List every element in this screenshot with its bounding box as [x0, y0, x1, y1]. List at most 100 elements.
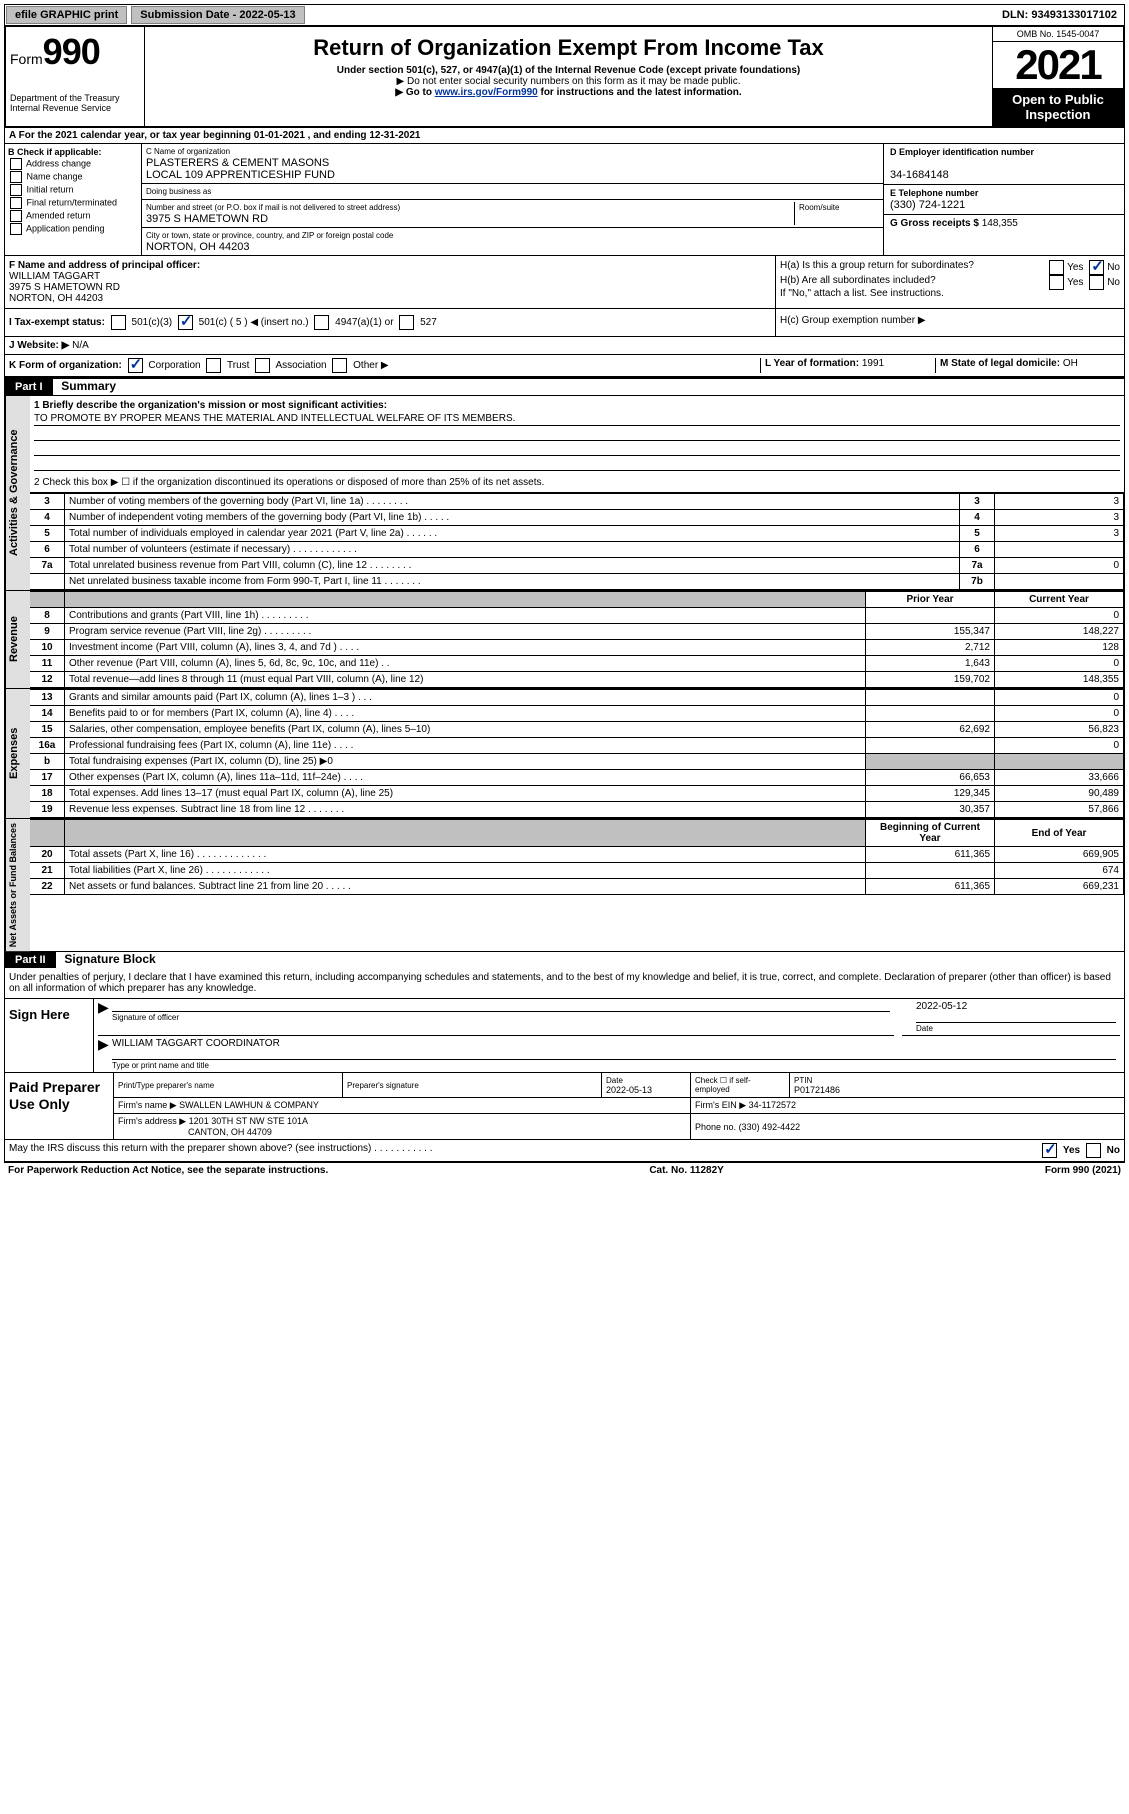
line-desc: Contributions and grants (Part VIII, lin…	[65, 608, 866, 624]
prep-sig-label: Preparer's signature	[347, 1081, 419, 1090]
dln-label: DLN:	[1002, 9, 1031, 21]
submission-date-button[interactable]: Submission Date - 2022-05-13	[131, 6, 304, 24]
form-word: Form	[10, 51, 43, 67]
line-num: 4	[30, 510, 65, 526]
checkbox-icon[interactable]	[10, 158, 22, 170]
line-desc: Total assets (Part X, line 16) . . . . .…	[65, 847, 866, 863]
self-employed-label: Check ☐ if self-employed	[691, 1073, 790, 1098]
line-desc: Grants and similar amounts paid (Part IX…	[65, 690, 866, 706]
form-990-label: Form990	[10, 31, 140, 73]
line-desc: Total expenses. Add lines 13–17 (must eq…	[65, 786, 866, 802]
ssn-note: ▶ Do not enter social security numbers o…	[153, 76, 984, 87]
prior-year: 2,712	[866, 640, 995, 656]
col-b-checkboxes: B Check if applicable: Address change Na…	[5, 144, 142, 255]
netassets-table: Beginning of Current Year End of Year20 …	[30, 819, 1124, 895]
ha-yes[interactable]	[1049, 260, 1064, 275]
prep-date-label: Date	[606, 1076, 623, 1085]
line-desc: Other revenue (Part VIII, column (A), li…	[65, 656, 866, 672]
line-num	[30, 574, 65, 590]
line-num: 20	[30, 847, 65, 863]
trust-check[interactable]	[206, 358, 221, 373]
line-desc: Total unrelated business revenue from Pa…	[65, 558, 960, 574]
line-value	[995, 574, 1124, 590]
ha-no[interactable]	[1089, 260, 1104, 275]
opt-corp: Corporation	[148, 360, 200, 371]
line-desc: Total number of volunteers (estimate if …	[65, 542, 960, 558]
current-year: 0	[995, 706, 1124, 722]
4947-check[interactable]	[314, 315, 329, 330]
current-year: 33,666	[995, 770, 1124, 786]
open-inspection: Open to Public Inspection	[993, 88, 1123, 126]
line-num: 21	[30, 863, 65, 879]
colb-item: Amended return	[8, 210, 138, 222]
mission-block: 1 Briefly describe the organization's mi…	[30, 396, 1124, 493]
colb-item: Name change	[8, 171, 138, 183]
prior-year: 62,692	[866, 722, 995, 738]
mission-blank-3	[34, 458, 1120, 471]
checkbox-icon[interactable]	[10, 210, 22, 222]
vtab-expenses: Expenses	[5, 689, 30, 818]
prior-year: 155,347	[866, 624, 995, 640]
discuss-no[interactable]	[1086, 1143, 1101, 1158]
501c3-check[interactable]	[111, 315, 126, 330]
domicile-label: M State of legal domicile:	[940, 358, 1063, 369]
mission-text: TO PROMOTE BY PROPER MEANS THE MATERIAL …	[34, 413, 1120, 426]
current-year: 56,823	[995, 722, 1124, 738]
goto-post: for instructions and the latest informat…	[538, 87, 742, 98]
checkbox-icon[interactable]	[10, 197, 22, 209]
line-num: 10	[30, 640, 65, 656]
officer-addr2: NORTON, OH 44203	[9, 293, 103, 304]
part2-bar: Part II Signature Block	[4, 952, 1125, 968]
gross-receipts: 148,355	[982, 218, 1018, 229]
current-year: 0	[995, 656, 1124, 672]
firm-ein-label: Firm's EIN ▶	[695, 1100, 746, 1110]
vtab-revenue: Revenue	[5, 591, 30, 688]
assoc-check[interactable]	[255, 358, 270, 373]
col-header: Current Year	[995, 592, 1124, 608]
line-num: 19	[30, 802, 65, 818]
checkbox-icon[interactable]	[10, 171, 22, 183]
paid-preparer-label: Paid Preparer Use Only	[5, 1073, 114, 1139]
mission-label: 1 Briefly describe the organization's mi…	[34, 400, 387, 411]
footer-left: For Paperwork Reduction Act Notice, see …	[8, 1165, 328, 1176]
checkbox-icon[interactable]	[10, 184, 22, 196]
527-check[interactable]	[399, 315, 414, 330]
revenue-table: Prior Year Current Year8 Contributions a…	[30, 591, 1124, 688]
hb-no[interactable]	[1089, 275, 1104, 290]
corp-check[interactable]	[128, 358, 143, 373]
prior-year	[866, 738, 995, 754]
line-num: 6	[30, 542, 65, 558]
firm-name: SWALLEN LAWHUN & COMPANY	[179, 1100, 319, 1110]
row-j-website: J Website: ▶ N/A	[4, 337, 1125, 355]
discuss-yes[interactable]	[1042, 1143, 1057, 1158]
discuss-row: May the IRS discuss this return with the…	[4, 1140, 1125, 1162]
row-i-hc: I Tax-exempt status: 501(c)(3) 501(c) ( …	[4, 309, 1125, 337]
form-org-label: K Form of organization:	[9, 360, 122, 371]
firm-addr-label: Firm's address ▶	[118, 1116, 186, 1126]
501c-check[interactable]	[178, 315, 193, 330]
other-check[interactable]	[332, 358, 347, 373]
jurat-text: Under penalties of perjury, I declare th…	[4, 968, 1125, 999]
line-value: 3	[995, 510, 1124, 526]
hb-yes[interactable]	[1049, 275, 1064, 290]
year-formation: 1991	[862, 358, 884, 369]
efile-button[interactable]: efile GRAPHIC print	[6, 6, 127, 24]
line-ref: 6	[960, 542, 995, 558]
opt-527: 527	[420, 317, 437, 328]
return-subtitle: Under section 501(c), 527, or 4947(a)(1)…	[153, 65, 984, 76]
line-desc: Benefits paid to or for members (Part IX…	[65, 706, 866, 722]
line-value: 3	[995, 526, 1124, 542]
website-label: J Website: ▶	[9, 340, 69, 351]
current-year: 90,489	[995, 786, 1124, 802]
prep-date: 2022-05-13	[606, 1085, 652, 1095]
yes-label: Yes	[1067, 262, 1083, 273]
street-address: 3975 S HAMETOWN RD	[146, 213, 268, 225]
irs-link[interactable]: www.irs.gov/Form990	[435, 87, 538, 98]
prior-year: 611,365	[866, 847, 995, 863]
opt-assoc: Association	[275, 360, 326, 371]
col-b-header: B Check if applicable:	[8, 147, 102, 157]
line-num: 9	[30, 624, 65, 640]
checkbox-icon[interactable]	[10, 223, 22, 235]
sign-date-label: Date	[916, 1022, 1116, 1033]
prior-year	[866, 608, 995, 624]
